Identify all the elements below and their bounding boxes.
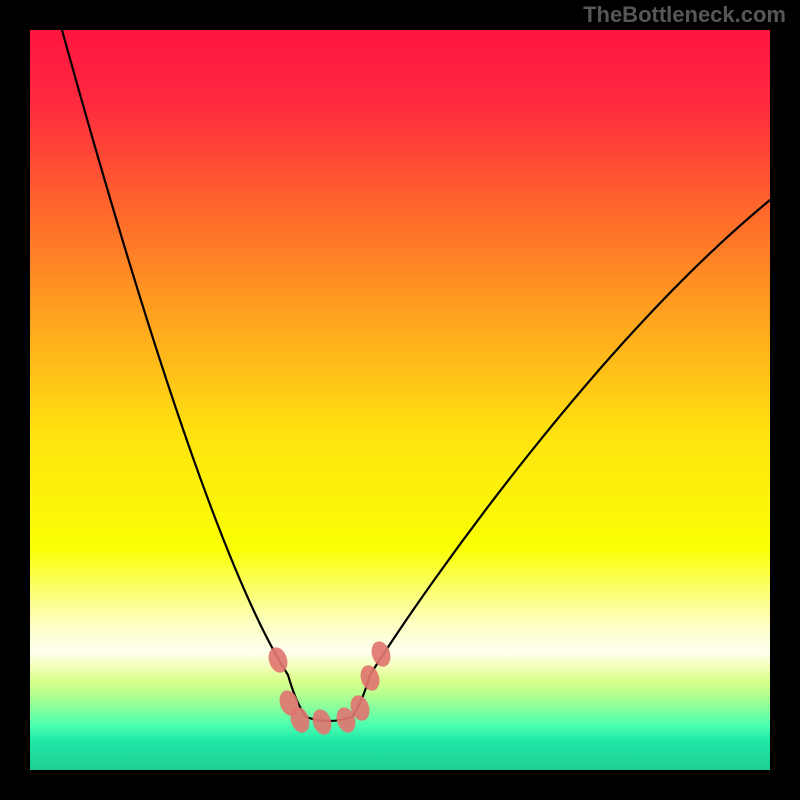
curve-marker — [357, 663, 382, 693]
v-curve-chart — [0, 0, 800, 800]
curve-marker — [309, 707, 334, 737]
curve-marker — [265, 645, 290, 675]
bottleneck-curve — [62, 30, 770, 721]
